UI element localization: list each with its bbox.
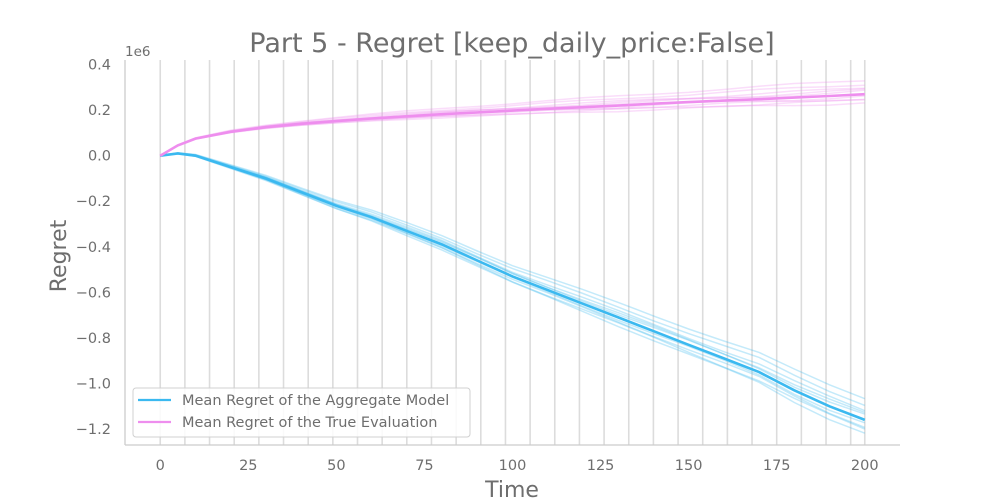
legend-item: Mean Regret of the True Evaluation [138,415,437,431]
y-tick-label: −0.4 [76,240,111,256]
x-tick-label: 0 [156,458,165,474]
y-tick-label: −0.2 [76,194,111,210]
y-tick-label: 0.2 [88,103,111,119]
legend-label: Mean Regret of the Aggregate Model [182,393,449,409]
legend-box [132,387,471,438]
legend: Mean Regret of the Aggregate Model Mean R… [132,387,471,438]
x-tick-label: 25 [239,458,257,474]
y-tick-label: −1.0 [76,376,111,392]
legend-label: Mean Regret of the True Evaluation [182,415,437,431]
legend-item: Mean Regret of the Aggregate Model [138,393,449,409]
replicate-line [160,152,866,434]
series-group [159,80,865,157]
y-scale-label: 1e6 [125,44,150,60]
x-tick-label: 175 [763,458,791,474]
plot-area [159,60,866,445]
x-tick-label: 150 [675,458,703,474]
y-tick-label: 0.0 [88,149,111,165]
replicate-line [159,80,865,157]
chart-title: Part 5 - Regret [keep_daily_price:False] [249,28,774,59]
y-tick-label: −0.6 [76,285,111,301]
y-tick-label: 0.4 [88,58,111,74]
y-tick-label: −1.2 [76,422,111,438]
replicate-line [160,152,866,400]
y-tick-label: −0.8 [76,331,111,347]
x-tick-label: 50 [327,458,345,474]
x-tick-label: 125 [587,458,615,474]
series-group [160,152,866,434]
x-tick-label: 75 [415,458,433,474]
replicate-line [160,152,866,429]
axes: 0 25 50 75 100 125 150 175 200 0.4 0.2 0.0 −0.2 −0.4 −… [76,58,900,474]
x-tick-label: 200 [851,458,879,474]
y-axis-label: Regret [47,219,72,292]
x-tick-label: 100 [499,458,527,474]
replicate-line [159,84,865,157]
x-axis-label: Time [484,478,539,500]
series-line [160,152,866,422]
series-line [159,92,865,157]
replicate-line [160,152,866,407]
